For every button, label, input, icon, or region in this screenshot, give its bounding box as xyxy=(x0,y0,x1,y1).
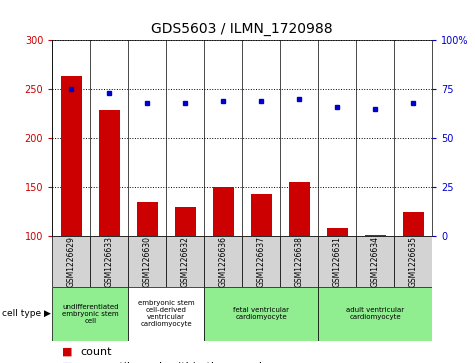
Text: percentile rank within the sample: percentile rank within the sample xyxy=(81,362,269,363)
Bar xyxy=(137,202,158,334)
Text: cell type ▶: cell type ▶ xyxy=(2,310,51,318)
Bar xyxy=(204,236,242,287)
Text: GSM1226629: GSM1226629 xyxy=(67,236,76,287)
Title: GDS5603 / ILMN_1720988: GDS5603 / ILMN_1720988 xyxy=(152,22,333,36)
Bar xyxy=(394,236,432,287)
Text: count: count xyxy=(81,347,112,357)
Bar xyxy=(327,228,348,334)
Bar xyxy=(99,110,120,334)
Bar xyxy=(52,236,90,287)
Text: undifferentiated
embryonic stem
cell: undifferentiated embryonic stem cell xyxy=(62,304,119,324)
Bar xyxy=(61,76,82,334)
Bar xyxy=(52,287,128,341)
Text: GSM1226637: GSM1226637 xyxy=(257,236,266,287)
Text: ■: ■ xyxy=(62,362,72,363)
Bar xyxy=(242,236,280,287)
Text: embryonic stem
cell-derived
ventricular
cardiomyocyte: embryonic stem cell-derived ventricular … xyxy=(138,301,195,327)
Bar xyxy=(204,287,318,341)
Bar xyxy=(128,287,204,341)
Text: GSM1226634: GSM1226634 xyxy=(371,236,380,287)
Bar xyxy=(318,236,356,287)
Text: GSM1226632: GSM1226632 xyxy=(181,236,190,287)
Bar xyxy=(251,194,272,334)
Bar xyxy=(175,207,196,334)
Bar xyxy=(318,287,432,341)
Bar xyxy=(90,236,128,287)
Bar xyxy=(365,235,386,334)
Bar xyxy=(128,236,166,287)
Text: GSM1226633: GSM1226633 xyxy=(105,236,114,287)
Text: GSM1226635: GSM1226635 xyxy=(409,236,418,287)
Bar xyxy=(403,212,424,334)
Text: GSM1226630: GSM1226630 xyxy=(143,236,152,287)
Bar xyxy=(289,182,310,334)
Text: adult ventricular
cardiomyocyte: adult ventricular cardiomyocyte xyxy=(346,307,404,321)
Bar xyxy=(166,236,204,287)
Text: GSM1226638: GSM1226638 xyxy=(295,236,304,287)
Text: GSM1226636: GSM1226636 xyxy=(219,236,228,287)
Text: ■: ■ xyxy=(62,347,72,357)
Bar xyxy=(213,187,234,334)
Bar xyxy=(280,236,318,287)
Text: GSM1226631: GSM1226631 xyxy=(333,236,342,287)
Text: fetal ventricular
cardiomyocyte: fetal ventricular cardiomyocyte xyxy=(233,307,289,321)
Bar xyxy=(356,236,394,287)
